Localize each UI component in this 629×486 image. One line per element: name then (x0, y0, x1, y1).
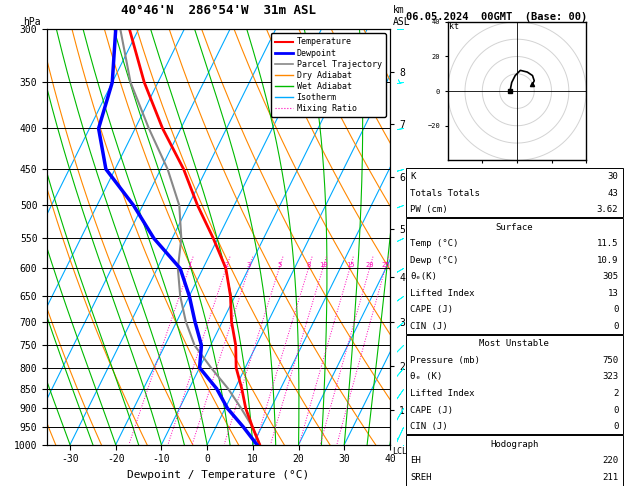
Text: 1: 1 (187, 262, 191, 268)
Text: km
ASL: km ASL (393, 5, 411, 27)
Text: 43: 43 (608, 189, 618, 198)
Text: Most Unstable: Most Unstable (479, 339, 549, 348)
Text: Temp (°C): Temp (°C) (410, 239, 459, 248)
X-axis label: Dewpoint / Temperature (°C): Dewpoint / Temperature (°C) (128, 470, 309, 480)
Text: EH: EH (410, 456, 421, 465)
Text: LCL: LCL (392, 447, 407, 456)
Text: hPa: hPa (23, 17, 41, 27)
Text: 220: 220 (602, 456, 618, 465)
Text: 0: 0 (613, 405, 618, 415)
Text: 211: 211 (602, 472, 618, 482)
Text: Lifted Index: Lifted Index (410, 289, 475, 298)
Text: 305: 305 (602, 272, 618, 281)
Text: 8: 8 (306, 262, 311, 268)
Text: Pressure (mb): Pressure (mb) (410, 356, 480, 365)
Text: 40°46'N  286°54'W  31m ASL: 40°46'N 286°54'W 31m ASL (121, 4, 316, 17)
Text: Surface: Surface (496, 223, 533, 232)
Text: 15: 15 (346, 262, 354, 268)
Text: K: K (410, 172, 416, 181)
Text: © weatheronline.co.uk: © weatheronline.co.uk (458, 468, 571, 477)
Text: Hodograph: Hodograph (490, 439, 538, 449)
Text: PW (cm): PW (cm) (410, 205, 448, 214)
Text: 25: 25 (381, 262, 389, 268)
Text: Totals Totals: Totals Totals (410, 189, 480, 198)
Text: 5: 5 (277, 262, 282, 268)
Text: CIN (J): CIN (J) (410, 322, 448, 331)
Text: 2: 2 (224, 262, 228, 268)
Text: Mixing Ratio (g/kg): Mixing Ratio (g/kg) (411, 186, 420, 288)
Text: 0: 0 (613, 305, 618, 314)
Text: 750: 750 (602, 356, 618, 365)
Legend: Temperature, Dewpoint, Parcel Trajectory, Dry Adiabat, Wet Adiabat, Isotherm, Mi: Temperature, Dewpoint, Parcel Trajectory… (271, 34, 386, 117)
Text: 13: 13 (608, 289, 618, 298)
Text: kt: kt (449, 22, 459, 31)
Text: 3: 3 (247, 262, 251, 268)
Text: 3.62: 3.62 (597, 205, 618, 214)
Text: Dewp (°C): Dewp (°C) (410, 256, 459, 265)
Text: θₑ (K): θₑ (K) (410, 372, 442, 382)
Text: 10: 10 (319, 262, 327, 268)
Text: 20: 20 (365, 262, 374, 268)
Text: 0: 0 (613, 322, 618, 331)
Text: 30: 30 (608, 172, 618, 181)
Text: CAPE (J): CAPE (J) (410, 405, 453, 415)
Text: SREH: SREH (410, 472, 431, 482)
Text: 11.5: 11.5 (597, 239, 618, 248)
Text: CIN (J): CIN (J) (410, 422, 448, 431)
Text: 10.9: 10.9 (597, 256, 618, 265)
Text: 323: 323 (602, 372, 618, 382)
Text: CAPE (J): CAPE (J) (410, 305, 453, 314)
Text: 06.05.2024  00GMT  (Base: 00): 06.05.2024 00GMT (Base: 00) (406, 12, 587, 22)
Text: θₑ(K): θₑ(K) (410, 272, 437, 281)
Text: 2: 2 (613, 389, 618, 398)
Text: 0: 0 (613, 422, 618, 431)
Text: Lifted Index: Lifted Index (410, 389, 475, 398)
